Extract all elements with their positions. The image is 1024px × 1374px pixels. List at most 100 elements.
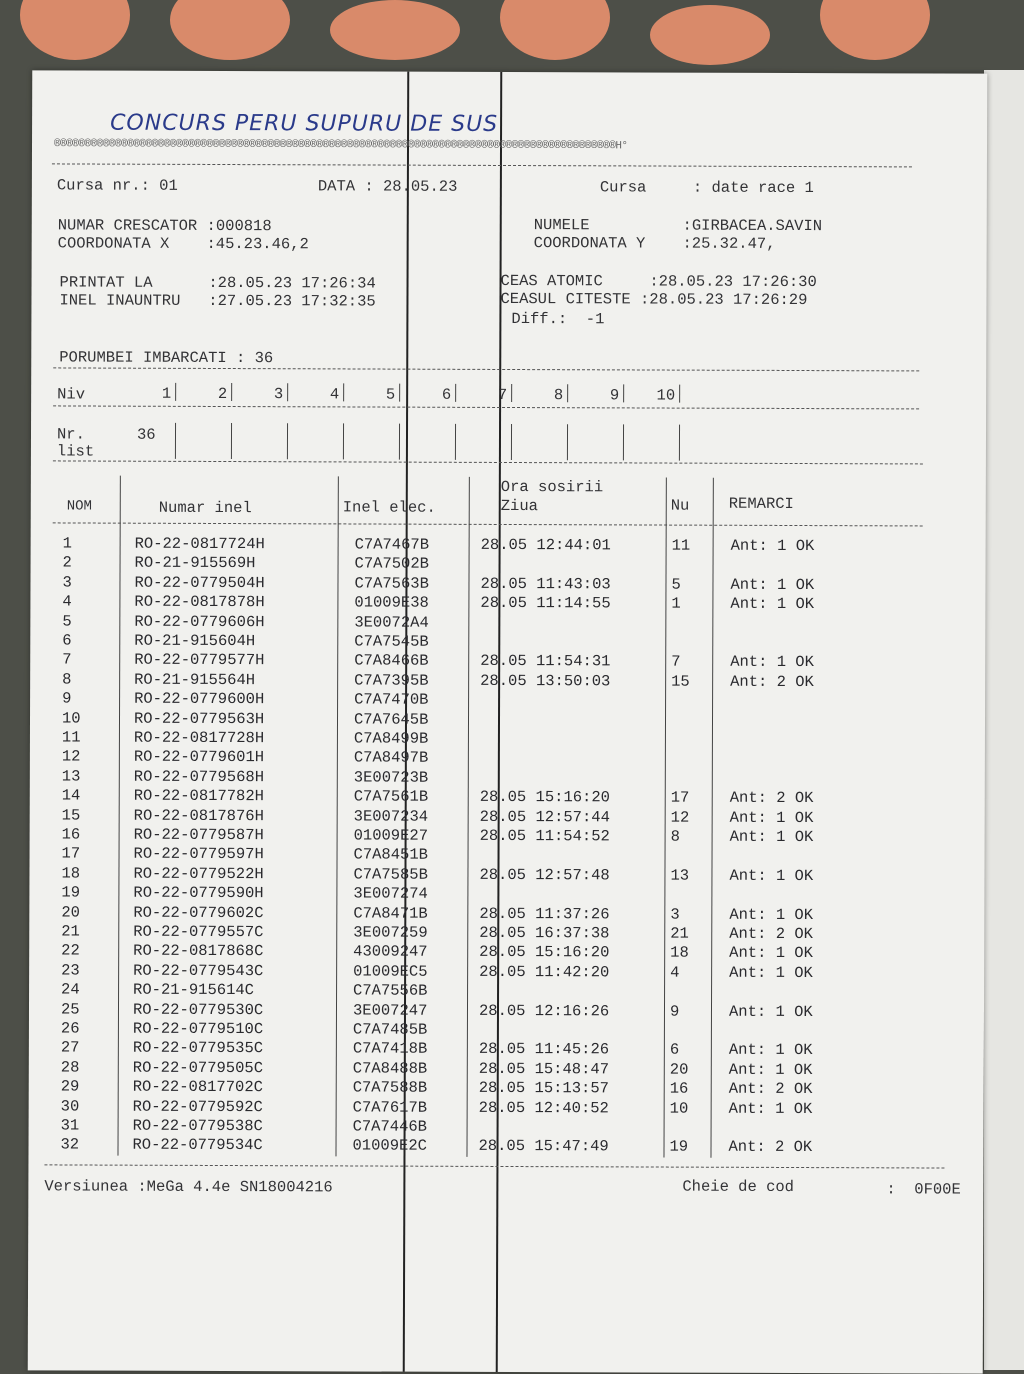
software-version: Versiunea :MeGa 4.4e SN18004216 (44, 1177, 333, 1197)
row-arrival-time: 28.05 15:16:20 (479, 788, 611, 807)
level-separator (679, 384, 681, 403)
pigeons-basketed: PORUMBEI IMBARCATI : 36 (59, 348, 274, 368)
row-nom: 19 (61, 883, 81, 902)
row-rank: 10 (669, 1099, 689, 1118)
row-arrival-time: 28.05 12:44:01 (480, 535, 611, 555)
row-arrival-time: 28.05 13:50:03 (480, 671, 611, 691)
row-ring-number: RO-22-0779597H (133, 845, 264, 864)
row-remarks: Ant: 1 OK (730, 536, 815, 556)
row-electronic-ring: 3E007247 (352, 1001, 428, 1020)
row-nom: 23 (61, 961, 80, 980)
divider (44, 1164, 945, 1169)
row-arrival-time: 28.05 15:16:20 (479, 943, 610, 962)
row-arrival-time: 28.05 11:14:55 (480, 594, 611, 613)
level-number: 10 (656, 386, 676, 405)
row-remarks: Ant: 1 OK (729, 866, 814, 885)
level-separator (510, 424, 513, 461)
row-nom: 16 (61, 825, 81, 844)
col-numar-inel: Numar inel (158, 498, 252, 518)
row-arrival-time: 28.05 15:13:57 (478, 1079, 609, 1098)
level-number: 4 (329, 385, 340, 404)
row-electronic-ring: C7A7617B (352, 1098, 428, 1117)
row-rank: 11 (671, 536, 691, 555)
level-separator (622, 424, 625, 461)
row-nom: 24 (61, 980, 80, 999)
row-rank: 19 (669, 1137, 689, 1157)
race-name: Cursa : date race 1 (599, 178, 814, 198)
row-electronic-ring: C7A7585B (353, 865, 428, 884)
row-arrival-time: 28.05 15:48:47 (478, 1059, 610, 1079)
col-ora-sosirii: Ora sosirii (500, 477, 604, 497)
row-nom: 32 (60, 1135, 80, 1154)
col-remarci: REMARCI (728, 494, 794, 513)
row-rank: 21 (670, 924, 689, 943)
ornament-row: ®®®®®®®®®®®®®®®®®®®®®®®®®®®®®®®®®®®®®®®®… (53, 138, 628, 153)
row-ring-number: RO-22-0779538C (132, 1116, 263, 1136)
row-ring-number: RO-22-0779522H (133, 864, 264, 883)
clock-diff: Diff.: -1 (511, 310, 605, 329)
row-nom: 2 (62, 553, 72, 572)
row-ring-number: RO-22-0779587H (133, 825, 264, 845)
row-ring-number: RO-22-0817702C (132, 1077, 263, 1097)
row-electronic-ring: C7A7588B (352, 1078, 428, 1097)
row-ring-number: RO-22-0779534C (132, 1136, 263, 1155)
col-nu: Nu (670, 496, 690, 515)
row-ring-number: RO-22-0779510C (132, 1019, 264, 1039)
row-arrival-time: 28.05 12:57:44 (479, 807, 610, 826)
row-nom: 29 (60, 1077, 80, 1096)
row-arrival-time: 28.05 16:37:38 (479, 923, 610, 943)
row-ring-number: RO-22-0779557C (133, 922, 264, 942)
coordinate-y: COORDONATA Y :25.32.47, (533, 234, 776, 253)
row-ring-number: RO-22-0779568H (133, 767, 265, 786)
row-nom: 7 (62, 650, 72, 669)
row-nom: 17 (61, 844, 81, 863)
level-number: 6 (441, 385, 452, 404)
row-remarks: Ant: 2 OK (729, 788, 814, 808)
row-ring-number: RO-22-0779504H (134, 573, 265, 592)
row-rank: 13 (670, 866, 690, 885)
row-nom: 27 (60, 1038, 80, 1057)
cursa-nr: Cursa nr.: 01 (56, 176, 178, 195)
row-nom: 8 (62, 670, 72, 689)
row-electronic-ring: C7A7470B (354, 690, 429, 709)
race-report-sheet: CONCURS PERU SUPURU DE SUS ®®®®®®®®®®®®®… (27, 70, 988, 1374)
divider (52, 460, 923, 465)
row-rank: 7 (671, 652, 681, 671)
code-key-value: : 0F00E (886, 1180, 961, 1199)
row-electronic-ring: C7A7395B (354, 671, 429, 690)
row-electronic-ring: C7A7645B (353, 710, 429, 729)
col-inel-elec: Inel elec. (342, 498, 436, 517)
row-arrival-time: 28.05 11:42:20 (479, 962, 610, 982)
paper-stack-edge (984, 70, 1024, 1370)
row-nom: 15 (61, 806, 81, 825)
row-rank: 9 (669, 1002, 680, 1021)
coordinate-x: COORDONATA X :45.23.46,2 (57, 234, 309, 254)
ring-inside: INEL INAUNTRU :27.05.23 17:32:35 (59, 291, 376, 311)
divider (52, 522, 923, 527)
row-arrival-time: 28.05 11:37:26 (479, 904, 610, 923)
row-ring-number: RO-22-0817782H (133, 786, 265, 806)
row-electronic-ring: C7A7545B (354, 632, 429, 651)
row-electronic-ring: 01009E38 (354, 593, 429, 612)
row-remarks: Ant: 1 OK (729, 963, 813, 982)
row-nom: 5 (62, 612, 72, 631)
row-electronic-ring: C7A7485B (352, 1020, 428, 1039)
row-electronic-ring: 01009EC5 (353, 962, 428, 981)
row-nom: 9 (62, 689, 72, 708)
row-rank: 3 (670, 905, 680, 924)
row-rank: 12 (670, 808, 690, 827)
code-key-label: Cheie de cod (682, 1177, 795, 1197)
clock-reads: CEASUL CITESTE :28.05.23 17:26:29 (500, 289, 808, 310)
row-ring-number: RO-22-0779577H (134, 651, 265, 670)
row-nom: 12 (61, 747, 81, 766)
level-number: 7 (497, 385, 508, 404)
row-arrival-time: 28.05 15:47:49 (478, 1137, 609, 1156)
row-nom: 25 (60, 1000, 80, 1019)
level-separator (566, 424, 569, 461)
list-label: list (56, 442, 95, 461)
nr-label: Nr. (56, 425, 85, 444)
row-ring-number: RO-22-0779592C (132, 1097, 263, 1116)
row-electronic-ring: C7A7418B (352, 1039, 428, 1059)
row-electronic-ring: C7A7561B (353, 787, 429, 806)
row-remarks: Ant: 1 OK (728, 1041, 813, 1060)
